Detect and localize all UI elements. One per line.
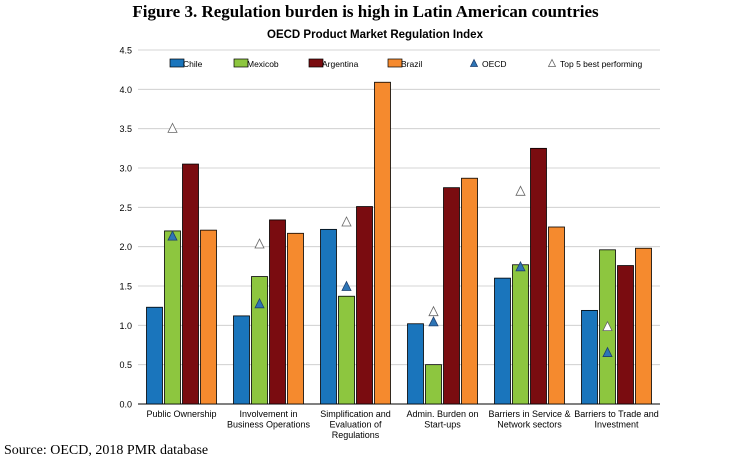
bar-brazil <box>287 232 304 405</box>
legend-marker <box>469 58 479 67</box>
x-tick-label: Investment <box>594 420 639 430</box>
x-tick-label: Involvement in <box>239 409 297 419</box>
oecd-marker <box>602 346 613 357</box>
legend-label: Brazil <box>401 59 422 69</box>
bar-mexicob <box>425 364 442 405</box>
markers <box>167 122 613 357</box>
bar-brazil <box>548 226 565 405</box>
bar-brazil <box>461 177 478 405</box>
y-tick-label: 1.5 <box>119 282 132 292</box>
bar-chart: OECD Product Market Regulation Index 0.0… <box>119 29 660 440</box>
legend-label: Top 5 best performing <box>560 59 642 69</box>
y-tick-label: 0.0 <box>119 400 132 410</box>
bar-argentina <box>530 147 547 405</box>
x-tick-label: Evaluation of <box>329 420 382 430</box>
y-tick-label: 2.0 <box>119 242 132 252</box>
legend-swatch <box>169 58 185 68</box>
x-tick-label: Network sectors <box>497 420 562 430</box>
bar-argentina <box>617 265 634 405</box>
bar-mexicob <box>512 264 529 405</box>
y-tick-label: 2.5 <box>119 203 132 213</box>
x-tick-label: Public Ownership <box>146 409 216 419</box>
legend: Chile Mexicob Argentina Brazil OECD Top 5 bes… <box>169 58 642 69</box>
oecd-marker <box>167 230 178 241</box>
y-tick-label: 3.5 <box>119 124 132 134</box>
y-axis: 0.0 0.5 1.0 1.5 2.0 2.5 3.0 3.5 4.0 4.5 <box>119 46 132 410</box>
bar-chile <box>233 315 250 405</box>
legend-label: Argentina <box>322 59 359 69</box>
legend-label: OECD <box>482 59 507 69</box>
x-tick-label: Barriers to Trade and <box>574 409 659 419</box>
y-tick-label: 4.0 <box>119 85 132 95</box>
oecd-marker <box>428 316 439 327</box>
legend-marker <box>547 58 557 67</box>
x-tick-label: Simplification and <box>320 409 391 419</box>
legend-label: Chile <box>183 59 203 69</box>
bar-mexicob <box>251 276 268 405</box>
oecd-marker <box>341 280 352 291</box>
bar-chile <box>494 277 511 405</box>
bar-brazil <box>635 247 652 405</box>
bar-chile <box>581 309 598 405</box>
bar-argentina <box>182 163 199 405</box>
bars <box>146 81 652 405</box>
y-tick-label: 4.5 <box>119 46 132 56</box>
oecd-marker <box>515 260 526 272</box>
x-tick-label: Start-ups <box>424 420 461 430</box>
y-tick-label: 0.5 <box>119 360 132 370</box>
top5-marker <box>341 216 352 227</box>
bar-mexicob <box>338 295 355 405</box>
x-tick-label: Business Operations <box>227 420 311 430</box>
legend-swatch <box>233 58 249 68</box>
bar-argentina <box>269 219 286 405</box>
figure-title: Figure 3. Regulation burden is high in L… <box>132 2 599 21</box>
legend-swatch <box>387 58 403 68</box>
legend-swatch <box>308 58 324 68</box>
bar-argentina <box>356 206 373 405</box>
top5-marker <box>602 320 613 332</box>
x-tick-label: Regulations <box>332 430 380 440</box>
y-tick-label: 3.0 <box>119 164 132 174</box>
legend-label: Mexicob <box>247 59 279 69</box>
bar-chile <box>407 323 424 405</box>
bar-argentina <box>443 187 460 405</box>
x-tick-label: Barriers in Service & <box>488 409 570 419</box>
top5-marker <box>515 185 526 196</box>
bar-brazil <box>200 229 217 405</box>
oecd-marker <box>254 297 265 309</box>
y-tick-label: 1.0 <box>119 321 132 331</box>
top5-marker <box>167 122 178 133</box>
bar-chile <box>146 306 163 405</box>
chart-title: OECD Product Market Regulation Index <box>267 29 484 41</box>
source-note: Source: OECD, 2018 PMR database <box>4 443 209 458</box>
x-tick-label: Admin. Burden on <box>406 409 478 419</box>
top5-marker <box>428 305 439 317</box>
bar-chile <box>320 228 337 405</box>
top5-marker <box>254 238 265 249</box>
gridlines <box>138 49 660 405</box>
bar-brazil <box>374 81 391 405</box>
bar-mexicob <box>164 230 181 405</box>
